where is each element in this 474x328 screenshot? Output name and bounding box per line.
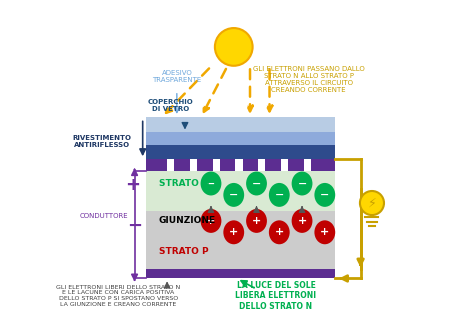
Ellipse shape [246,209,267,233]
Text: GLI ELETTRONI PASSANO DALLO
STRATO N ALLO STRATO P
ATTRAVERSO IL CIRCUITO
CREAND: GLI ELETTRONI PASSANO DALLO STRATO N ALL… [253,66,365,93]
Circle shape [215,28,253,66]
Ellipse shape [292,172,312,195]
Bar [146,159,335,171]
Text: RIVESTIMENTO
ANTIRIFLESSO: RIVESTIMENTO ANTIRIFLESSO [73,135,131,148]
Bar [146,145,335,159]
Text: +: + [297,216,307,226]
Ellipse shape [292,209,312,233]
Text: −: − [206,178,216,189]
Bar [236,159,243,171]
Text: ⚡: ⚡ [368,196,376,210]
Text: −: − [320,190,329,200]
Bar [146,171,335,211]
Ellipse shape [201,172,221,195]
Bar [258,159,265,171]
Ellipse shape [314,220,335,244]
Ellipse shape [269,220,290,244]
Text: STRATO P: STRATO P [159,247,209,256]
Bar [213,159,220,171]
Bar [304,159,311,171]
Ellipse shape [223,220,244,244]
Bar [281,159,288,171]
Ellipse shape [314,183,335,207]
Text: −: − [274,190,284,200]
Circle shape [360,191,384,215]
Text: −: − [297,178,307,189]
Text: +: + [320,227,329,237]
Text: COPERCHIO
DI VETRO: COPERCHIO DI VETRO [147,99,193,112]
Text: −: − [229,190,238,200]
Text: CONDUTTORE: CONDUTTORE [79,213,128,219]
Ellipse shape [223,183,244,207]
Text: ADESIVO
TRASPARENTE: ADESIVO TRASPARENTE [152,70,201,83]
Text: −: − [127,217,142,235]
Bar [167,159,174,171]
Bar [146,211,335,231]
Text: GIUNZIONE: GIUNZIONE [159,216,216,225]
Text: +: + [274,227,284,237]
Text: +: + [229,227,238,237]
Ellipse shape [269,183,290,207]
Text: +: + [206,216,216,226]
Bar [146,269,335,278]
Bar [146,231,335,270]
Bar [146,133,335,146]
Bar [190,159,197,171]
Text: LA LUCE DEL SOLE
LIBERA ELETTRONI
DELLO STRATO N: LA LUCE DEL SOLE LIBERA ELETTRONI DELLO … [236,281,317,311]
Ellipse shape [201,209,221,233]
Ellipse shape [246,172,267,195]
Text: +: + [252,216,261,226]
Text: GLI ELETTRONI LIBERI DELLO STRATO N
E LE LACUNE CON CARICA POSITIVA
DELLO STRATO: GLI ELETTRONI LIBERI DELLO STRATO N E LE… [56,284,181,307]
Bar [146,117,335,133]
Text: +: + [126,176,140,194]
Text: STRATO N: STRATO N [159,179,210,188]
Text: −: − [252,178,261,189]
